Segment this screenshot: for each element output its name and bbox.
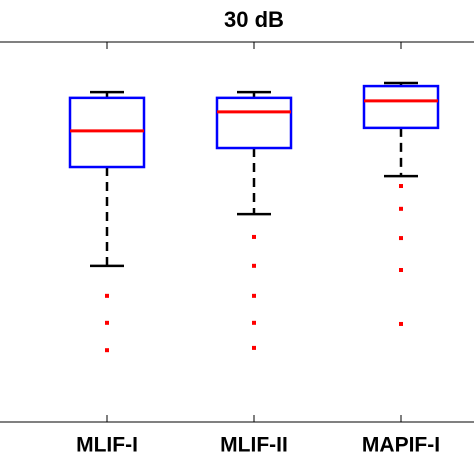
outlier xyxy=(105,348,109,353)
outlier xyxy=(105,293,109,298)
outlier xyxy=(252,234,256,239)
box xyxy=(68,96,146,169)
chart-title: 30 dB xyxy=(224,7,284,32)
outlier xyxy=(252,293,256,298)
outlier xyxy=(399,268,403,272)
outlier xyxy=(399,321,403,326)
outlier xyxy=(399,206,403,211)
outlier xyxy=(252,345,256,350)
x-tick-label: MLIF-II xyxy=(220,434,288,457)
box xyxy=(215,96,293,150)
x-tick-label: MAPIF-I xyxy=(362,434,440,457)
outlier xyxy=(105,320,109,325)
x-tick-label: MLIF-I xyxy=(76,434,138,457)
outlier xyxy=(252,263,256,268)
outlier xyxy=(252,320,256,325)
box xyxy=(362,84,440,130)
outlier xyxy=(399,184,403,189)
outlier xyxy=(399,236,403,241)
